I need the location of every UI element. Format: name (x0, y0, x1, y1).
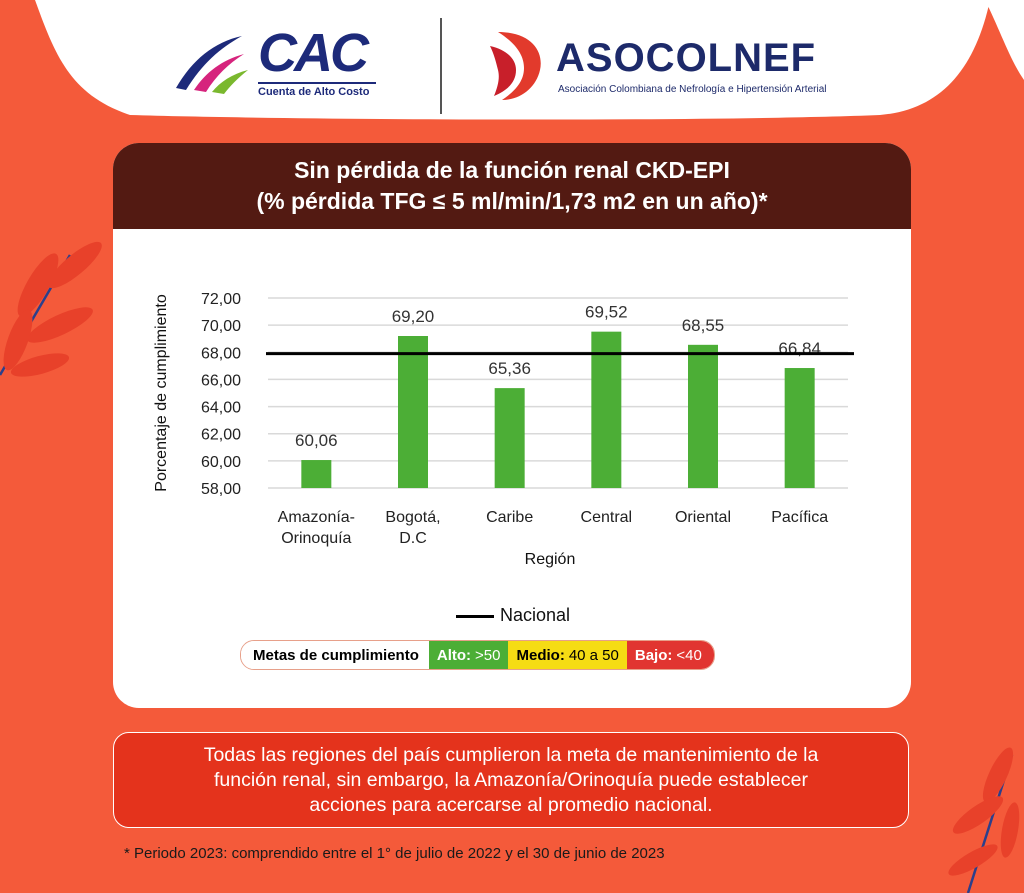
x-tick-label: D.C (399, 530, 427, 547)
goals-legend: Metas de cumplimiento Alto: >50 Medio: 4… (240, 640, 715, 670)
cac-logo-icon (176, 36, 248, 94)
cac-logo-text: CAC (258, 23, 369, 83)
x-tick-label: Caribe (486, 509, 533, 526)
y-tick-label: 58,00 (201, 481, 241, 498)
cac-logo-underline (258, 82, 376, 84)
goal-bajo-value: <40 (676, 646, 702, 664)
goal-alto: Alto: >50 (428, 641, 509, 669)
data-label: 65,36 (488, 359, 531, 378)
x-tick-label: Central (581, 509, 633, 526)
y-tick-label: 68,00 (201, 345, 241, 362)
goal-alto-label: Alto: (436, 646, 472, 664)
logo-area: CAC Cuenta de Alto Costo ASOCOLNEF Asoci… (0, 0, 1024, 120)
y-tick-label: 72,00 (201, 291, 241, 308)
conclusion-line3: acciones para acercarse al promedio naci… (309, 794, 713, 816)
x-tick-label: Pacífica (771, 509, 828, 526)
goal-medio: Medio: 40 a 50 (508, 641, 627, 669)
goal-medio-label: Medio: (516, 646, 565, 664)
x-axis-label: Región (525, 551, 576, 568)
bar (494, 388, 525, 488)
goals-title: Metas de cumplimiento (241, 641, 429, 669)
bar (591, 331, 622, 488)
leaf-decoration-left (0, 241, 102, 377)
data-label: 69,20 (392, 307, 435, 326)
period-footnote: * Periodo 2023: comprendido entre el 1° … (124, 845, 665, 862)
y-tick-label: 62,00 (201, 427, 241, 444)
chart-card: Sin pérdida de la función renal CKD-EPI … (113, 143, 911, 708)
x-tick-label: Amazonía- (278, 509, 355, 526)
legend-nacional-line (456, 615, 494, 618)
y-tick-label: 64,00 (201, 400, 241, 417)
bar (301, 460, 332, 488)
chart-title-line1: Sin pérdida de la función renal CKD-EPI (294, 157, 730, 183)
goal-bajo-label: Bajo: (634, 646, 673, 664)
bar-chart: 58,00 60,00 62,00 64,00 66,00 68,00 70,00 72,00… (153, 291, 854, 568)
conclusion-line1: Todas las regiones del país cumplieron l… (203, 744, 819, 766)
asocolnef-logo-subtitle: Asociación Colombiana de Nefrología e Hi… (558, 84, 827, 95)
data-label: 69,52 (585, 303, 628, 322)
legend-nacional-label: Nacional (500, 605, 571, 625)
conclusion-note: Todas las regiones del país cumplieron l… (113, 732, 909, 828)
x-tick-label: Bogotá, (385, 509, 440, 526)
bar (784, 368, 815, 488)
leaf-decoration-right (948, 747, 1020, 893)
data-label: 68,55 (682, 316, 725, 335)
logo-divider (440, 18, 442, 114)
chart-card-header: Sin pérdida de la función renal CKD-EPI … (113, 143, 911, 229)
x-tick-label: Oriental (675, 509, 731, 526)
asocolnef-logo-text: ASOCOLNEF (556, 36, 817, 80)
y-tick-label: 60,00 (201, 454, 241, 471)
y-tick-label: 66,00 (201, 372, 241, 389)
data-label: 66,84 (778, 339, 821, 358)
cac-logo-subtitle: Cuenta de Alto Costo (258, 86, 370, 98)
y-tick-label: 70,00 (201, 318, 241, 335)
goal-medio-value: 40 a 50 (568, 646, 619, 664)
bar (688, 344, 718, 488)
y-axis-label: Porcentaje de cumplimiento (153, 294, 170, 492)
chart-title-line2: (% pérdida TFG ≤ 5 ml/min/1,73 m2 en un … (256, 188, 768, 214)
goal-bajo: Bajo: <40 (626, 641, 714, 669)
conclusion-line2: función renal, sin embargo, la Amazonía/… (213, 769, 809, 791)
x-tick-label: Orinoquía (281, 530, 351, 547)
asocolnef-logo-icon (490, 32, 541, 100)
goal-alto-value: >50 (475, 646, 501, 664)
bar (398, 336, 428, 488)
data-label: 60,06 (295, 431, 338, 450)
